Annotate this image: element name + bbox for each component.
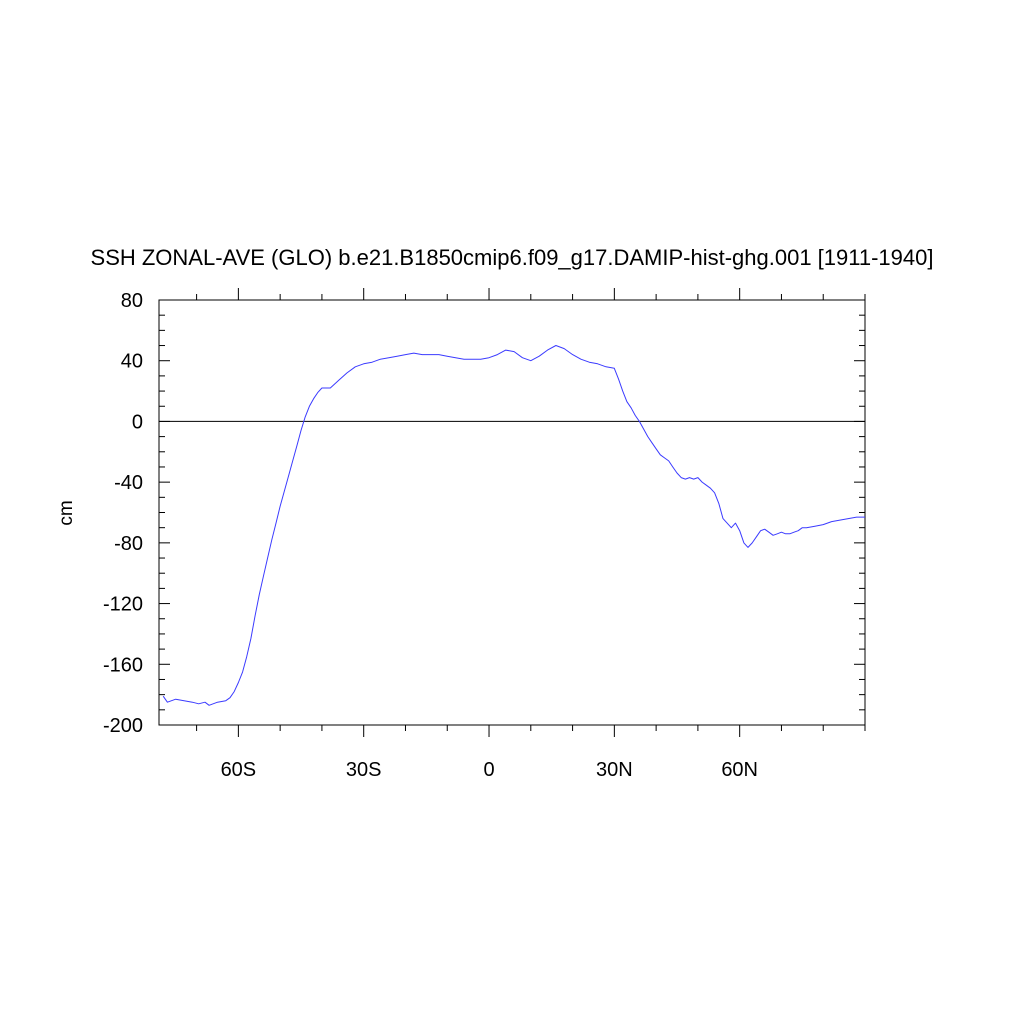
y-tick-label: -80 bbox=[114, 533, 143, 555]
y-tick-label: 0 bbox=[132, 411, 143, 433]
x-tick-label: 30S bbox=[346, 759, 382, 781]
y-tick-label: -200 bbox=[103, 715, 143, 737]
y-tick-label: -160 bbox=[103, 654, 143, 676]
plot-frame bbox=[158, 299, 866, 726]
x-tick-label: 60S bbox=[221, 759, 257, 781]
x-tick-label: 0 bbox=[483, 759, 494, 781]
ssh-series-line bbox=[162, 345, 865, 706]
x-tick-label: 30N bbox=[596, 759, 633, 781]
plot-area: 80 40 0 -40 -80 -120 -160 -200 60S 30S 0 30N 60N bbox=[103, 288, 866, 781]
y-tick-label: 40 bbox=[121, 351, 143, 373]
y-tick-label: -120 bbox=[103, 594, 143, 616]
chart-title: SSH ZONAL-AVE (GLO) b.e21.B1850cmip6.f09… bbox=[91, 245, 934, 270]
y-tick-label: -40 bbox=[114, 472, 143, 494]
y-axis-label: cm bbox=[56, 500, 77, 525]
y-tick-label: 80 bbox=[121, 290, 143, 312]
x-tick-label: 60N bbox=[721, 759, 758, 781]
